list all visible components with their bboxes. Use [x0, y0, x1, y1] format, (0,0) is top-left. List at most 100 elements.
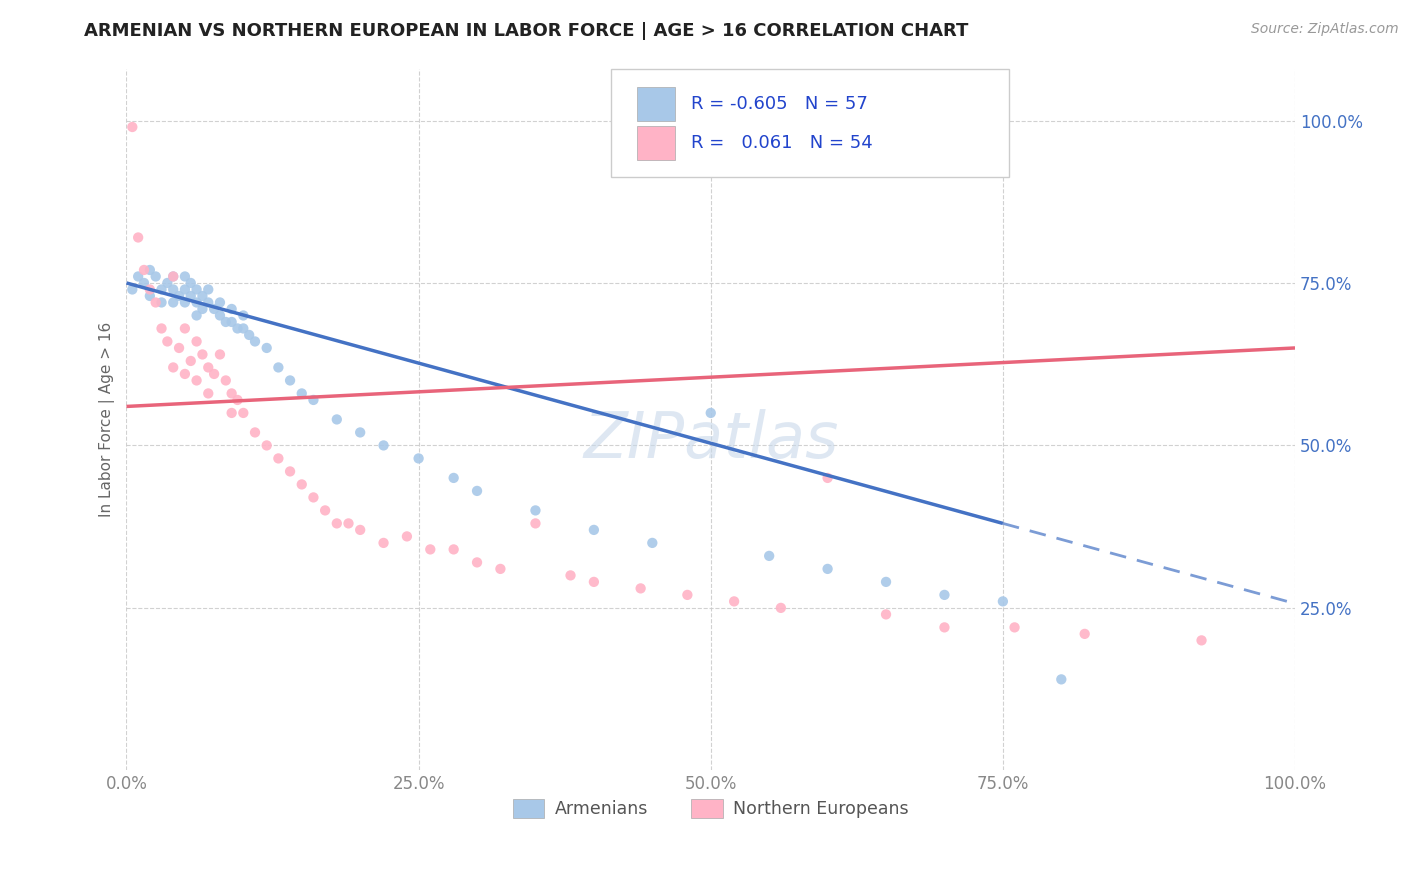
Point — [934, 620, 956, 634]
Point — [221, 315, 243, 329]
Point — [174, 283, 197, 297]
Text: ZIPatlas: ZIPatlas — [583, 409, 838, 472]
Text: R =   0.061   N = 54: R = 0.061 N = 54 — [690, 134, 873, 152]
Point — [127, 230, 149, 244]
Point — [875, 607, 897, 622]
Point — [349, 523, 371, 537]
Point — [145, 295, 167, 310]
Point — [221, 301, 243, 316]
Point — [465, 483, 488, 498]
Point — [243, 425, 266, 440]
Point — [326, 412, 349, 426]
Point — [291, 477, 314, 491]
Point — [162, 360, 184, 375]
Point — [139, 263, 162, 277]
Point — [197, 386, 219, 401]
Y-axis label: In Labor Force | Age > 16: In Labor Force | Age > 16 — [100, 322, 115, 517]
Point — [278, 464, 301, 478]
Point — [723, 594, 745, 608]
Point — [156, 334, 179, 349]
Point — [630, 582, 652, 596]
FancyBboxPatch shape — [637, 126, 675, 160]
Point — [524, 516, 547, 531]
Point — [174, 367, 197, 381]
Point — [232, 406, 254, 420]
Point — [373, 536, 395, 550]
Point — [641, 536, 664, 550]
Point — [191, 301, 214, 316]
Point — [186, 374, 208, 388]
Point — [191, 347, 214, 361]
Point — [817, 471, 839, 485]
Point — [208, 295, 231, 310]
Point — [291, 386, 314, 401]
Point — [197, 283, 219, 297]
Point — [186, 309, 208, 323]
Point — [1004, 620, 1026, 634]
Point — [560, 568, 582, 582]
Point — [180, 354, 202, 368]
Text: R = -0.605   N = 57: R = -0.605 N = 57 — [690, 95, 868, 113]
Point — [238, 328, 260, 343]
Point — [256, 341, 278, 355]
Point — [302, 392, 325, 407]
Point — [186, 283, 208, 297]
Point — [676, 588, 699, 602]
Text: ARMENIAN VS NORTHERN EUROPEAN IN LABOR FORCE | AGE > 16 CORRELATION CHART: ARMENIAN VS NORTHERN EUROPEAN IN LABOR F… — [84, 22, 969, 40]
Point — [443, 471, 465, 485]
Point — [139, 283, 162, 297]
Point — [162, 295, 184, 310]
Point — [337, 516, 360, 531]
Text: Source: ZipAtlas.com: Source: ZipAtlas.com — [1251, 22, 1399, 37]
Point — [167, 341, 190, 355]
Point — [127, 269, 149, 284]
Point — [162, 283, 184, 297]
Point — [408, 451, 430, 466]
Point — [162, 269, 184, 284]
Point — [524, 503, 547, 517]
Point — [489, 562, 512, 576]
Point — [145, 269, 167, 284]
Point — [1191, 633, 1213, 648]
Point — [1073, 627, 1095, 641]
Point — [769, 600, 792, 615]
Point — [150, 295, 173, 310]
Point — [232, 321, 254, 335]
Point — [202, 367, 225, 381]
Point — [132, 276, 155, 290]
Point — [243, 334, 266, 349]
Point — [215, 374, 238, 388]
Point — [700, 406, 723, 420]
Point — [443, 542, 465, 557]
Point — [232, 309, 254, 323]
Point — [817, 562, 839, 576]
FancyBboxPatch shape — [612, 69, 1008, 178]
Point — [167, 289, 190, 303]
Point — [221, 406, 243, 420]
FancyBboxPatch shape — [637, 87, 675, 121]
Point — [267, 451, 290, 466]
Point — [197, 360, 219, 375]
Point — [373, 438, 395, 452]
Point — [132, 263, 155, 277]
Point — [582, 574, 605, 589]
Point — [139, 289, 162, 303]
Point — [221, 386, 243, 401]
Point — [150, 321, 173, 335]
Point — [197, 295, 219, 310]
Point — [326, 516, 349, 531]
Point — [121, 283, 143, 297]
Point — [150, 283, 173, 297]
Point — [1050, 673, 1073, 687]
Point — [314, 503, 336, 517]
Point — [186, 334, 208, 349]
Point — [758, 549, 780, 563]
Point — [349, 425, 371, 440]
Point — [174, 295, 197, 310]
Point — [174, 321, 197, 335]
Point — [302, 491, 325, 505]
Point — [582, 523, 605, 537]
Legend: Armenians, Northern Europeans: Armenians, Northern Europeans — [506, 792, 915, 825]
Point — [226, 321, 249, 335]
Point — [278, 374, 301, 388]
